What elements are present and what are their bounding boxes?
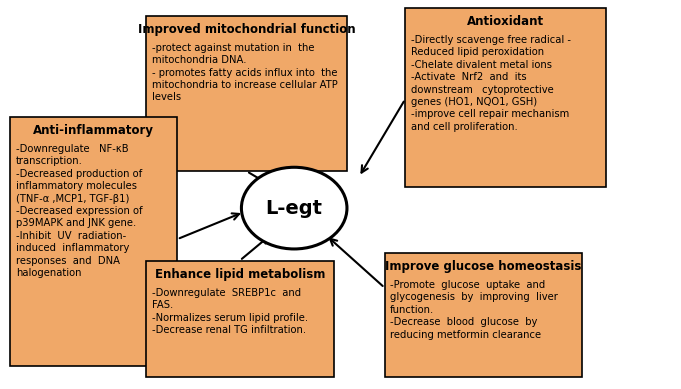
Text: Improved mitochondrial function: Improved mitochondrial function — [138, 23, 355, 35]
FancyBboxPatch shape — [146, 261, 334, 377]
Text: Anti-inflammatory: Anti-inflammatory — [33, 124, 154, 137]
FancyBboxPatch shape — [385, 253, 582, 377]
Ellipse shape — [241, 167, 347, 249]
Text: -Downregulate   NF-κB
transcription.
-Decreased production of
inflammatory molec: -Downregulate NF-κB transcription. -Decr… — [16, 144, 142, 278]
FancyBboxPatch shape — [146, 16, 347, 171]
Text: -Directly scavenge free radical -
Reduced lipid peroxidation
-Chelate divalent m: -Directly scavenge free radical - Reduce… — [411, 35, 571, 132]
Text: -Promote  glucose  uptake  and
glycogenesis  by  improving  liver
function.
-Dec: -Promote glucose uptake and glycogenesis… — [390, 280, 558, 340]
Text: -protect against mutation in  the
mitochondria DNA.
- promotes fatty acids influ: -protect against mutation in the mitocho… — [152, 43, 338, 102]
FancyBboxPatch shape — [10, 117, 177, 366]
Text: -Downregulate  SREBP1c  and
FAS.
-Normalizes serum lipid profile.
-Decrease rena: -Downregulate SREBP1c and FAS. -Normaliz… — [152, 288, 308, 335]
Text: Improve glucose homeostasis: Improve glucose homeostasis — [385, 260, 582, 273]
Text: L-egt: L-egt — [266, 199, 323, 217]
FancyBboxPatch shape — [405, 8, 606, 187]
Text: Enhance lipid metabolism: Enhance lipid metabolism — [155, 268, 326, 280]
Text: Antioxidant: Antioxidant — [467, 15, 544, 28]
